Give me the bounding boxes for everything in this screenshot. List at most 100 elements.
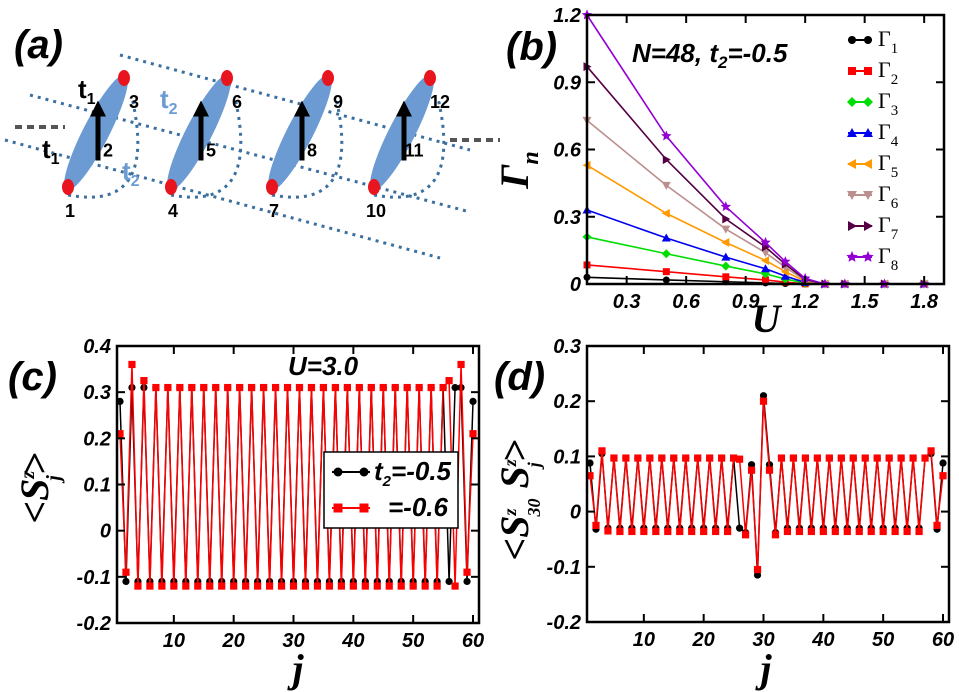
panel-b-ylabel: Γn [492,151,544,190]
data-point-d [837,454,845,462]
data-point-d [801,454,809,462]
x-tick-label: 40 [341,630,364,652]
data-point-d [700,527,708,536]
data-point-c [170,582,178,590]
series-line-gamma-6 [586,119,925,285]
legend-entry-gamma-6: Γ6 [878,181,899,212]
panel-d-ylabel: <Sz 30 Sz j> [492,439,544,560]
data-point-d [789,454,798,462]
panel-d-series [586,392,947,579]
data-point-d [927,447,935,455]
x-tick-label: 20 [222,630,245,652]
data-point-c [206,582,214,590]
series-line-gamma-3 [586,236,925,285]
site-number: 11 [404,141,423,161]
site-number: 9 [333,92,343,112]
data-point-d [735,455,744,463]
data-point-d [813,454,821,462]
data-point-gamma-1 [662,276,670,284]
spin-site-icon [62,179,74,195]
y-tick-label: 0.9 [553,72,582,94]
series-line-c-1 [119,364,474,587]
x-tick-label: 50 [402,630,424,652]
data-point-d [682,454,690,462]
data-point-gamma-5 [761,256,769,265]
data-point-d [676,527,684,536]
data-point-gamma-3 [661,249,671,259]
data-point-c [158,582,166,590]
data-point-d [712,527,720,536]
data-point-c [289,582,298,590]
site-number: 12 [430,92,450,112]
legend-marker [863,159,872,169]
y-tick-label: 1.2 [553,5,581,27]
site-number: 1 [65,201,75,221]
panel-d-xlabel: j [754,646,772,691]
data-point-gamma-8 [760,237,771,247]
y-tick-label: 0.3 [553,207,581,229]
data-point-c [379,383,387,392]
spin-site-icon [118,70,130,86]
hop-label-t2-top: t2 [160,84,178,118]
data-point-d [604,527,612,535]
x-tick-label: 30 [282,630,304,652]
data-point-gamma-2 [762,276,769,284]
x-tick-label: 50 [872,629,894,651]
data-point-c [409,582,417,590]
y-tick-label: -0.1 [77,567,111,589]
data-point-d [849,454,857,462]
data-point-gamma-7 [722,214,731,224]
x-tick-label: 10 [633,629,655,651]
spin-site-icon [368,179,380,195]
data-point-gamma-7 [662,155,671,165]
arc-t2-unit-3 [271,97,344,199]
data-point-c [128,360,136,369]
panel-b-label: (b) [506,25,557,69]
y-tick-label: 0.1 [553,446,581,468]
panel-c-legend-box [323,451,459,529]
data-point-d [741,531,750,539]
data-point-c [457,360,465,369]
site-number: 7 [269,201,279,221]
data-point-d [921,454,929,462]
data-point-d [777,454,786,462]
x-tick-label: 20 [692,629,715,651]
spin-site-icon [424,70,436,86]
data-point-c [421,582,429,590]
legend-marker [333,467,343,477]
x-tick-label: 1.5 [851,291,880,313]
panel-a-label: (a) [14,23,63,67]
series-line-gamma-2 [586,264,925,285]
data-point-c [122,568,130,576]
data-point-gamma-5 [721,238,730,247]
data-point-c [194,582,202,590]
data-point-d [735,524,744,532]
y-tick-label: 0.2 [553,391,581,413]
data-point-d [825,454,833,462]
data-point-c [373,582,381,590]
up-arrow-head-icon [294,100,310,117]
site-number: 10 [366,201,386,221]
data-point-d [729,454,738,462]
data-point-gamma-6 [761,249,770,258]
data-point-d [885,454,893,462]
panel-b-frame [585,13,946,286]
data-point-gamma-2 [662,268,670,276]
up-arrow-head-icon [90,100,106,117]
data-point-d [909,454,917,462]
data-point-d [795,527,804,536]
legend-marker [848,67,856,75]
data-point-c [325,582,334,590]
data-point-c [230,582,238,590]
data-point-d [592,521,600,529]
data-point-c [218,582,226,590]
panel-c-legend: t2=-0.5=-0.6 [323,451,459,529]
y-tick-label: 0.3 [83,382,111,404]
data-point-c [433,582,441,590]
site-number: 6 [232,92,242,112]
legend-marker [862,251,874,262]
y-tick-label: 0.2 [83,428,111,450]
data-point-c [176,383,184,392]
